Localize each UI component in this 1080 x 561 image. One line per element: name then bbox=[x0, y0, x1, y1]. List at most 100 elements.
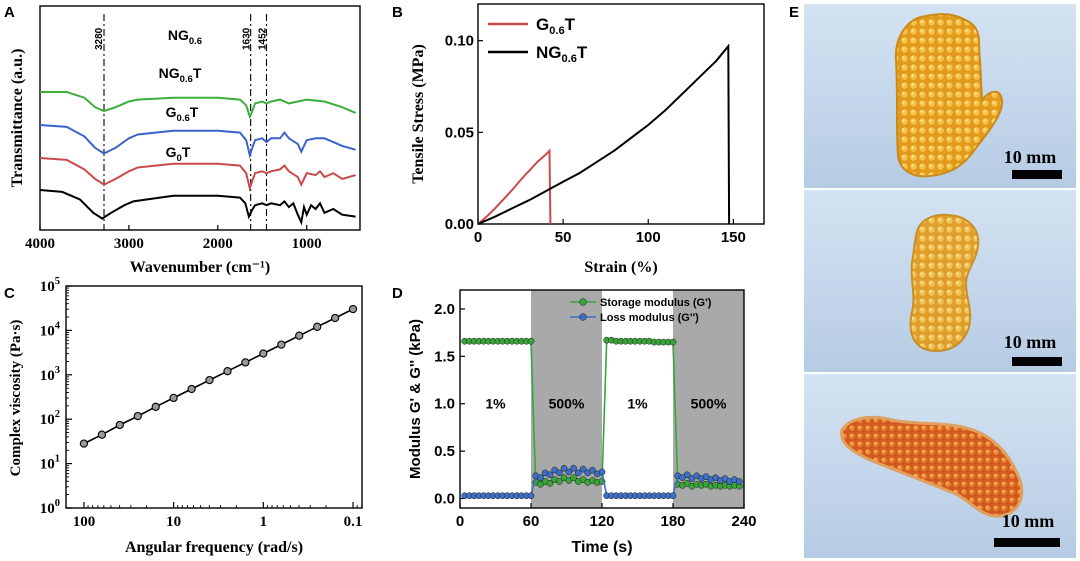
panel-d-point bbox=[574, 469, 582, 477]
panel-d-ytick-label: 0.5 bbox=[434, 443, 455, 460]
panel-b-ylabel: Tensile Stress (MPa) bbox=[410, 44, 427, 184]
panel-c-point bbox=[348, 304, 358, 314]
panel-b-xtick-label: 50 bbox=[555, 229, 572, 246]
panel-d-ytick-label: 1.0 bbox=[434, 396, 455, 413]
panel-d-ytick-label: 0.0 bbox=[434, 491, 455, 508]
panel-d-shaded-region bbox=[673, 290, 744, 508]
panel-letter-e: E bbox=[789, 4, 799, 21]
panel-c-point bbox=[313, 322, 322, 331]
panel-c-ytick-label: 101 bbox=[40, 454, 60, 473]
panel-b-ytick-label: 0.00 bbox=[445, 216, 474, 233]
panel-d-point bbox=[527, 492, 535, 500]
panel-d-point bbox=[537, 474, 544, 482]
panel-a-xtick-label: 1000 bbox=[292, 236, 322, 252]
panel-a-ref-label: 3280 bbox=[94, 27, 105, 50]
panel-a-xtick-label: 4000 bbox=[25, 236, 55, 252]
panel-c-point bbox=[295, 331, 304, 340]
panel-d-point bbox=[570, 464, 577, 472]
panel-b-xlabel: Strain (%) bbox=[584, 259, 657, 276]
panel-c-point bbox=[169, 393, 178, 403]
panel-a-ref-label: 1630 bbox=[242, 27, 253, 50]
panel-a-xtick-label: 2000 bbox=[203, 236, 233, 252]
panel-letter-d: D bbox=[392, 285, 403, 302]
panel-letter-b: B bbox=[392, 4, 403, 21]
panel-b-ytick-label: 0.10 bbox=[445, 33, 474, 50]
panel-d-ytick-label: 1.5 bbox=[434, 348, 455, 365]
panel-c-point bbox=[187, 384, 196, 394]
panel-c-point bbox=[259, 349, 268, 358]
panel-a-xlabel: Wavenumber (cm⁻¹) bbox=[130, 259, 270, 276]
panel-c-ylabel: Complex viscosity (Pa·s) bbox=[8, 320, 24, 477]
panel-d-legend-label: Storage modulus (G') bbox=[600, 297, 712, 309]
panel-a-ftir-chart: 4000 3000 2000 1000 3280 1630 1452 NG0.6 NG0.6… bbox=[9, 5, 361, 276]
panel-d-xtick-label: 60 bbox=[523, 513, 540, 530]
panel-a-series-label: G0T bbox=[166, 144, 191, 164]
panel-d-point bbox=[669, 492, 677, 500]
panel-d-modulus-chart: 0 60 120 180 240 0.0 0.5 1.0 1.5 2.0 1% 500% 1% 500%… bbox=[407, 289, 757, 556]
panel-d-point bbox=[556, 469, 563, 477]
panel-c-ytick-label: 103 bbox=[40, 365, 60, 384]
panel-b-legend-label: NG0.6T bbox=[536, 43, 588, 65]
panel-letter-c: C bbox=[4, 285, 15, 302]
panel-c-ytick-label: 100 bbox=[40, 498, 60, 517]
panel-d-region-label: 500% bbox=[549, 396, 585, 412]
photo-ear: 10 mm bbox=[804, 190, 1076, 372]
panel-d-point bbox=[546, 480, 554, 487]
panel-a-series-ng06 bbox=[40, 91, 356, 120]
panel-d-ylabel: Modulus G' & G'' (kPa) bbox=[407, 319, 424, 479]
panel-d-point bbox=[570, 474, 577, 482]
panel-b-ytick-label: 0.05 bbox=[445, 124, 474, 141]
panel-c-ytick-label: 102 bbox=[40, 409, 60, 428]
panel-d-point bbox=[598, 468, 606, 476]
panel-c-xtick-label: 10 bbox=[166, 514, 181, 530]
panel-c-point bbox=[277, 340, 286, 349]
printed-liver-scaffold bbox=[840, 415, 1024, 518]
scale-label-2: 10 mm bbox=[1004, 332, 1057, 352]
panel-c-xtick-label: 100 bbox=[73, 514, 96, 530]
scale-bar-1 bbox=[1012, 170, 1062, 179]
scale-label-1: 10 mm bbox=[1004, 147, 1057, 167]
panel-c-xlabel: Angular frequency (rad/s) bbox=[125, 539, 303, 556]
panel-a-series-label: NG0.6 bbox=[168, 27, 202, 47]
panel-c-point bbox=[79, 439, 89, 448]
panel-c-point bbox=[223, 367, 232, 376]
panel-d-xtick-label: 0 bbox=[456, 513, 464, 530]
panel-d-legend-marker bbox=[579, 313, 587, 321]
panel-d-xtick-label: 240 bbox=[731, 513, 756, 530]
panel-a-series-label: G0.6T bbox=[166, 104, 199, 124]
printed-ear-scaffold bbox=[909, 213, 980, 352]
panel-d-xlabel: Time (s) bbox=[571, 539, 632, 556]
panel-b-frame bbox=[477, 3, 765, 225]
photo-liver: 10 mm bbox=[804, 374, 1076, 558]
panel-d-point bbox=[589, 466, 596, 474]
panel-d-legend-label: Loss modulus (G'') bbox=[600, 312, 699, 324]
panel-a-ref-label: 1452 bbox=[257, 27, 268, 50]
scale-bar-2 bbox=[1012, 357, 1062, 366]
panel-d-xtick-label: 120 bbox=[589, 513, 614, 530]
panel-c-point bbox=[115, 420, 124, 430]
panel-d-point bbox=[702, 473, 710, 481]
panel-d-point bbox=[683, 471, 691, 479]
panel-d-point bbox=[527, 337, 535, 345]
scale-bar-3 bbox=[994, 538, 1060, 547]
panel-c-point bbox=[205, 375, 214, 385]
panel-d-point bbox=[546, 471, 554, 479]
panel-c-point bbox=[330, 313, 340, 323]
panel-c-xtick-label: 1 bbox=[260, 514, 268, 530]
panel-c-point bbox=[133, 411, 142, 421]
panel-c-point bbox=[97, 430, 107, 439]
panel-a-xtick-label: 3000 bbox=[114, 236, 144, 252]
panel-letter-a: A bbox=[4, 4, 15, 21]
panel-d-legend-marker bbox=[579, 298, 587, 306]
panel-d-point bbox=[565, 468, 573, 476]
panel-d-point bbox=[560, 464, 568, 472]
photo-hand: 10 mm bbox=[804, 4, 1076, 188]
panel-c-ytick-label: 104 bbox=[40, 320, 61, 339]
panel-e-photos: 10 mm 10 mm 10 mm bbox=[804, 4, 1076, 558]
printed-hand-scaffold bbox=[894, 13, 1004, 178]
scale-label-3: 10 mm bbox=[1002, 511, 1055, 531]
panel-b-tensile-chart: 0 50 100 150 0.00 0.05 0.10 G0.6T NG0.6T Strain… bbox=[410, 3, 765, 276]
panel-a-series-g06t bbox=[39, 157, 356, 193]
panel-b-xtick-label: 0 bbox=[474, 229, 482, 246]
